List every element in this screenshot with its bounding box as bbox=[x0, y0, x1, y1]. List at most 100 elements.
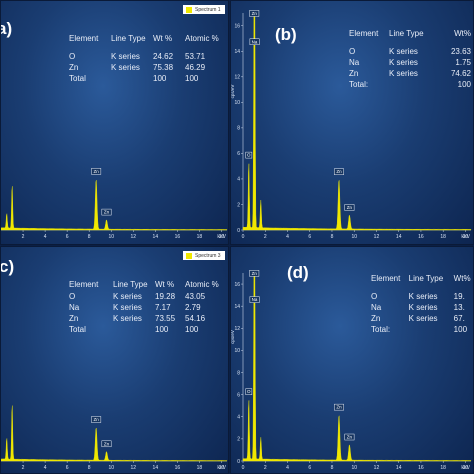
cell-element: Na bbox=[349, 58, 360, 67]
peak-label-box bbox=[249, 38, 260, 46]
header-element: Element bbox=[69, 33, 99, 43]
cell-element: Total: bbox=[371, 325, 391, 334]
y-tick-label: 2 bbox=[237, 202, 240, 208]
y-tick-label: 16 bbox=[234, 24, 240, 30]
y-tick-label: 12 bbox=[234, 326, 240, 332]
panel-b: (b) Element Line Type Wt% O K series 23.… bbox=[230, 0, 474, 245]
cell-element: Zn bbox=[69, 314, 79, 323]
y-tick-label: 10 bbox=[234, 100, 240, 106]
legend: Spectrum 1 bbox=[183, 5, 225, 14]
header-atomic: Atomic % bbox=[185, 279, 219, 289]
table-header-row: Element Line Type Wt% bbox=[371, 271, 473, 285]
cell-wt: 24.62 bbox=[153, 52, 174, 61]
table-header-row: Element Line Type Wt% bbox=[349, 26, 471, 40]
composition-table: Element Line Type Wt % Atomic % O K seri… bbox=[69, 277, 219, 335]
panel-label: a) bbox=[1, 19, 13, 38]
x-tick-label: 0 bbox=[242, 465, 245, 471]
peak-label-box bbox=[101, 208, 112, 216]
panel-d: (d) Element Line Type Wt% O K series 19.… bbox=[230, 246, 474, 474]
cell-wt: 19. bbox=[453, 292, 465, 301]
cell-element: O bbox=[371, 292, 378, 301]
header-wt: Wt% bbox=[453, 273, 471, 283]
cell-line-type: K series bbox=[111, 52, 140, 61]
x-tick-label: 20 bbox=[463, 234, 469, 240]
cell-wt: 23.63 bbox=[450, 47, 471, 56]
peak-label-text: O bbox=[247, 153, 251, 158]
table-row: Total 100 100 bbox=[69, 73, 219, 84]
y-tick-label: 4 bbox=[237, 177, 240, 183]
cell-line-type: K series bbox=[111, 63, 140, 72]
peak-label-box bbox=[101, 440, 112, 448]
x-tick-label: 2 bbox=[264, 234, 267, 240]
cell-wt: 7.17 bbox=[155, 303, 171, 312]
x-tick-label: 8 bbox=[331, 465, 334, 471]
cell-element: O bbox=[69, 292, 76, 301]
legend-label: Spectrum 1 bbox=[195, 6, 221, 13]
peak-label-text: Na bbox=[252, 297, 258, 302]
cell-element: Na bbox=[69, 303, 80, 312]
cell-wt: 75.38 bbox=[153, 63, 174, 72]
spectrum-trace bbox=[1, 405, 228, 462]
table-row: Zn K series 74.62 bbox=[349, 68, 471, 79]
y-tick-label: 6 bbox=[237, 151, 240, 157]
cell-element: Total bbox=[69, 325, 86, 334]
peak-label: Na bbox=[249, 296, 260, 303]
composition-table: Element Line Type Wt% O K series 23.63 N… bbox=[349, 26, 471, 90]
y-tick-label: 16 bbox=[234, 282, 240, 288]
peak-label: Na bbox=[249, 38, 260, 46]
cell-line-type: K series bbox=[408, 292, 438, 301]
peak-label-box bbox=[334, 168, 344, 175]
header-line-type: Line Type bbox=[111, 33, 146, 43]
spectrum-trace bbox=[1, 180, 228, 231]
peak-label-box bbox=[245, 388, 253, 395]
x-tick-label: 18 bbox=[440, 234, 446, 240]
x-tick-label: 14 bbox=[153, 234, 159, 240]
y-tick-label: 6 bbox=[237, 392, 240, 398]
cell-line-type: K series bbox=[389, 69, 418, 78]
x-tick-label: 12 bbox=[374, 234, 380, 240]
peak-label-text: Zn bbox=[347, 205, 353, 210]
y-tick-label: 10 bbox=[234, 348, 240, 354]
table-row: Zn K series 67. bbox=[371, 313, 473, 324]
x-tick-label: 14 bbox=[153, 465, 159, 471]
header-element: Element bbox=[69, 279, 99, 289]
peak-label-text: Na bbox=[252, 39, 258, 44]
table-row: Na K series 7.17 2.79 bbox=[69, 302, 219, 313]
x-tick-label: 16 bbox=[175, 465, 181, 471]
table-row: O K series 19. bbox=[371, 291, 473, 302]
cell-element: O bbox=[69, 52, 76, 61]
x-tick-label: 4 bbox=[286, 234, 289, 240]
peak-label: Zn bbox=[91, 168, 102, 175]
table-row: Na K series 1.75 bbox=[349, 57, 471, 68]
cell-wt: 67. bbox=[453, 314, 465, 323]
table-row: Total: 100 bbox=[371, 324, 473, 335]
cell-wt: 100 bbox=[457, 80, 471, 89]
cell-wt: 73.55 bbox=[155, 314, 176, 323]
header-element: Element bbox=[371, 273, 401, 283]
table-row: Zn K series 73.55 54.16 bbox=[69, 313, 219, 324]
x-tick-label: 12 bbox=[131, 234, 137, 240]
x-axis-label: keV bbox=[217, 234, 226, 240]
panel-label: c) bbox=[0, 257, 15, 276]
y-tick-label: 0 bbox=[237, 459, 240, 465]
peak-label-text: Zn bbox=[252, 271, 258, 276]
x-tick-label: 18 bbox=[197, 234, 203, 240]
y-axis-label: cps/eV bbox=[231, 85, 235, 99]
peak-label: Zn bbox=[91, 416, 102, 423]
y-tick-label: 14 bbox=[234, 49, 240, 55]
x-tick-label: 8 bbox=[331, 234, 334, 240]
x-tick-label: 12 bbox=[131, 465, 137, 471]
peak-label-text: Zn bbox=[336, 169, 342, 174]
y-tick-label: 2 bbox=[237, 437, 240, 443]
x-tick-label: 18 bbox=[197, 465, 203, 471]
legend-swatch bbox=[186, 252, 192, 259]
legend-label: Spectrum 3 bbox=[195, 252, 221, 259]
y-axis-label: cps/eV bbox=[231, 330, 235, 344]
cell-line-type: K series bbox=[113, 292, 142, 301]
x-tick-label: 20 bbox=[219, 465, 225, 471]
cell-atomic: 2.79 bbox=[185, 303, 201, 312]
peak-label-box bbox=[91, 168, 102, 175]
peak-label-box bbox=[249, 270, 260, 277]
x-tick-label: 20 bbox=[219, 234, 225, 240]
